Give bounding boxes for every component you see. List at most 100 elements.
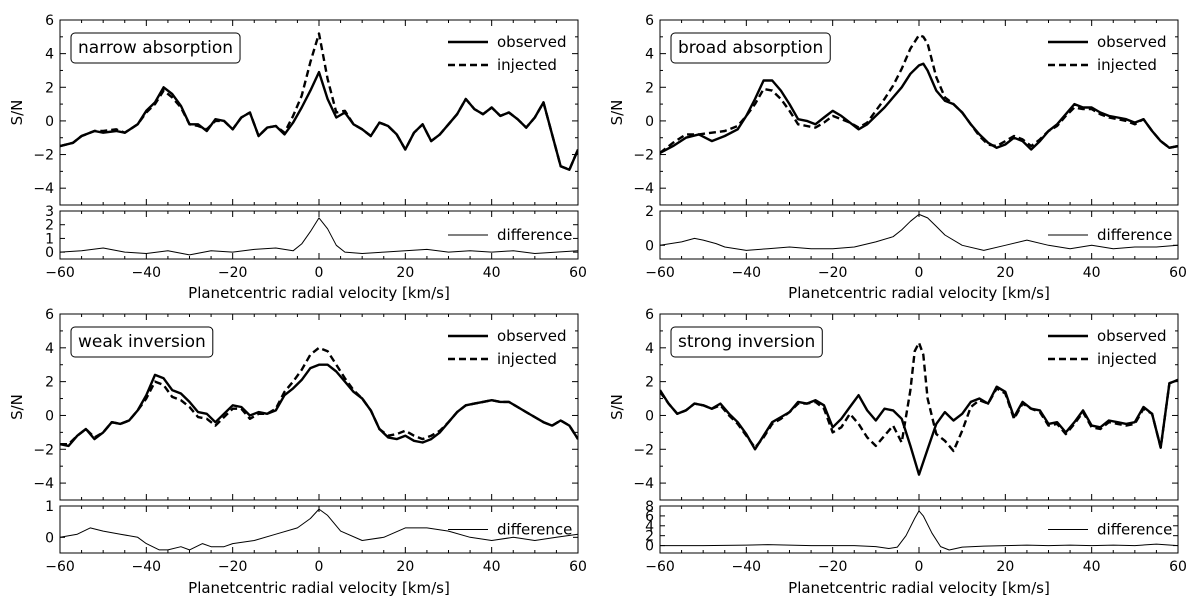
y-axis-label: S/N (8, 100, 26, 126)
panel-title-box (70, 32, 241, 64)
y-tick-label: 2 (45, 80, 54, 96)
y-axis-label: S/N (8, 394, 26, 420)
y-tick-label: 2 (645, 375, 654, 391)
x-tick-label: −20 (818, 559, 848, 575)
x-tick-label: −20 (818, 265, 848, 281)
x-tick-label: −20 (218, 265, 248, 281)
panel-title-box (70, 326, 214, 358)
x-axis-label: Planetcentric radial velocity [km/s] (788, 284, 1050, 302)
legend-label-observed: observed (497, 33, 567, 51)
y-tick-label: 0 (45, 408, 54, 424)
x-tick-label: −60 (645, 559, 675, 575)
x-axis-label: Planetcentric radial velocity [km/s] (188, 284, 450, 302)
y-tick-label: 4 (45, 341, 54, 357)
y-tick-label: 0 (645, 408, 654, 424)
legend-label-injected: injected (1097, 350, 1157, 368)
x-tick-label: −40 (732, 265, 762, 281)
panel-title-box (670, 32, 831, 64)
x-tick-label: 20 (996, 559, 1014, 575)
diff-y-tick-label: 4 (645, 519, 654, 535)
x-tick-label: 60 (1169, 265, 1187, 281)
series-observed (60, 70, 578, 171)
legend-label-observed: observed (497, 327, 567, 345)
legend-label-injected: injected (497, 56, 557, 74)
panel-title: strong inversion (678, 332, 815, 352)
series-injected (660, 341, 1178, 453)
x-tick-label: 60 (569, 265, 587, 281)
diff-y-tick-label: 0 (645, 238, 654, 254)
series-observed (60, 363, 578, 448)
x-tick-label: 0 (915, 559, 924, 575)
diff-y-tick-label: 1 (45, 499, 54, 515)
panel-title: narrow absorption (78, 38, 233, 58)
diff-y-tick-label: 0 (45, 530, 54, 546)
x-tick-label: 0 (915, 265, 924, 281)
legend-label-injected: injected (497, 350, 557, 368)
x-tick-label: −20 (218, 559, 248, 575)
diff-y-tick-label: 6 (645, 509, 654, 525)
x-tick-label: −60 (645, 265, 675, 281)
y-tick-label: 0 (645, 114, 654, 130)
y-tick-label: 2 (645, 80, 654, 96)
diff-y-tick-label: 2 (645, 529, 654, 545)
series-observed (660, 62, 1178, 154)
y-tick-label: −2 (33, 442, 54, 458)
diff-y-tick-label: 2 (645, 204, 654, 220)
y-tick-label: 4 (645, 341, 654, 357)
series-observed (660, 378, 1178, 476)
x-axis-label: Planetcentric radial velocity [km/s] (188, 579, 450, 597)
x-tick-label: −60 (45, 265, 75, 281)
x-tick-label: −40 (132, 265, 162, 281)
legend-label-difference: difference (1097, 521, 1172, 539)
y-axis-label: S/N (608, 394, 626, 420)
series-injected (60, 32, 578, 171)
y-tick-label: −2 (33, 148, 54, 164)
x-tick-label: 60 (569, 559, 587, 575)
y-tick-label: 4 (45, 47, 54, 63)
legend-label-observed: observed (1097, 327, 1167, 345)
series-difference (660, 510, 1178, 551)
series-injected (60, 346, 578, 446)
x-tick-label: 20 (396, 559, 414, 575)
x-tick-label: 60 (1169, 559, 1187, 575)
x-tick-label: 40 (483, 265, 501, 281)
legend-label-injected: injected (1097, 56, 1157, 74)
y-tick-label: 4 (645, 47, 654, 63)
y-tick-label: −4 (33, 476, 54, 492)
y-tick-label: 6 (645, 13, 654, 29)
x-tick-label: 0 (315, 559, 324, 575)
series-difference (60, 508, 578, 551)
diff-y-tick-label: 2 (45, 218, 54, 234)
x-axis-label: Planetcentric radial velocity [km/s] (788, 579, 1050, 597)
diff-y-tick-label: 0 (645, 539, 654, 555)
y-axis-label: S/N (608, 100, 626, 126)
y-tick-label: −4 (633, 181, 654, 197)
y-tick-label: −4 (33, 181, 54, 197)
x-tick-label: 40 (1083, 265, 1101, 281)
panel-title-box (670, 326, 823, 358)
legend-label-difference: difference (497, 226, 572, 244)
y-tick-label: 6 (45, 307, 54, 323)
legend-label-difference: difference (1097, 226, 1172, 244)
x-tick-label: 40 (483, 559, 501, 575)
y-tick-label: −2 (633, 442, 654, 458)
x-tick-label: −60 (45, 559, 75, 575)
y-tick-label: 2 (45, 375, 54, 391)
y-tick-label: −2 (633, 148, 654, 164)
panel-title: weak inversion (78, 332, 206, 352)
x-tick-label: −40 (732, 559, 762, 575)
diff-y-tick-label: 3 (45, 204, 54, 220)
series-difference (60, 217, 578, 256)
diff-y-tick-label: 8 (645, 499, 654, 515)
x-tick-label: −40 (132, 559, 162, 575)
x-tick-label: 20 (396, 265, 414, 281)
x-tick-label: 20 (996, 265, 1014, 281)
legend-label-difference: difference (497, 521, 572, 539)
y-tick-label: 6 (645, 307, 654, 323)
x-tick-label: 0 (315, 265, 324, 281)
